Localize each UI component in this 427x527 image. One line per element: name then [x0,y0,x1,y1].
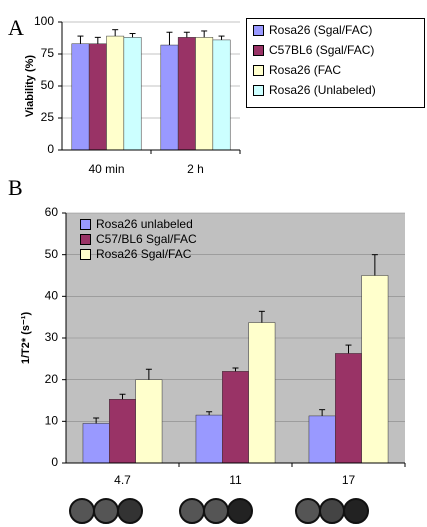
thumbnail [227,498,253,524]
x-tick-label: 2 h [187,162,204,176]
bar [248,322,276,464]
x-tick-label: 17 [342,473,356,487]
legend-entry: Rosa26 unlabeled [80,217,197,231]
y-tick-label: 50 [41,78,55,92]
y-tick-label: 25 [41,110,55,124]
legend-label: Rosa26 (Unlabeled) [269,83,376,97]
legend-swatch [80,234,91,245]
x-tick-label: 11 [229,473,242,487]
y-tick-label: 20 [45,372,59,386]
thumbnail [117,498,143,524]
y-tick-label: 30 [45,330,59,344]
legend-entry: Rosa26 Sgal/FAC [80,247,197,261]
legend-swatch [253,65,264,76]
thumbnail [69,498,95,524]
bar [361,275,389,464]
y-tick-label: 40 [45,289,59,303]
thumbnail [343,498,369,524]
y-tick-label: 10 [45,414,59,428]
legend-label: C57BL6 (Sgal/FAC) [269,43,375,57]
legend-entry: Rosa26 (FAC [253,63,418,77]
legend-label: Rosa26 Sgal/FAC [96,247,192,261]
bar [71,43,90,151]
y-tick-label: 50 [45,247,59,261]
legend: Rosa26 unlabeled C57/BL6 Sgal/FAC Rosa26 S… [80,217,197,262]
x-tick-label: 4.7 [114,473,131,487]
legend-swatch [253,85,264,96]
thumbnail [203,498,229,524]
legend-label: Rosa26 (Sgal/FAC) [269,23,373,37]
legend-swatch [80,249,91,260]
thumbnail [179,498,205,524]
thumbnail [295,498,321,524]
legend-label: C57/BL6 Sgal/FAC [96,232,197,246]
y-axis-label: 1/T2* (s⁻¹) [20,312,32,365]
thumbnail [319,498,345,524]
mri-thumbnails [69,498,369,524]
bar [88,43,107,151]
bar [212,39,231,151]
panel-label: A [8,15,24,40]
legend-entry: Rosa26 (Unlabeled) [253,83,418,97]
bar [135,379,163,464]
bar [123,37,142,151]
bar [195,37,214,151]
legend-label: Rosa26 unlabeled [96,217,193,231]
y-tick-label: 0 [51,455,58,469]
legend: Rosa26 (Sgal/FAC) C57BL6 (Sgal/FAC) Rosa26… [246,18,425,108]
bar [308,415,336,464]
y-tick-label: 0 [47,142,54,156]
legend-entry: C57BL6 (Sgal/FAC) [253,43,418,57]
y-axis-label: Viability (%) [24,55,36,117]
bar [160,44,179,151]
y-tick-label: 75 [41,46,55,60]
bar [335,353,362,464]
legend-swatch [80,219,91,230]
legend-label: Rosa26 (FAC [269,63,342,77]
legend-swatch [253,45,264,56]
bar [222,371,249,464]
bar [82,423,110,464]
y-tick-label: 100 [34,14,54,28]
bar [177,37,196,151]
bar [106,35,125,151]
bar [195,414,223,464]
bar [109,399,136,464]
x-tick-label: 40 min [88,162,124,176]
legend-entry: Rosa26 (Sgal/FAC) [253,23,418,37]
panel-label: B [8,175,23,200]
legend-swatch [253,25,264,36]
legend-entry: C57/BL6 Sgal/FAC [80,232,197,246]
thumbnail [93,498,119,524]
y-tick-label: 60 [45,205,59,219]
